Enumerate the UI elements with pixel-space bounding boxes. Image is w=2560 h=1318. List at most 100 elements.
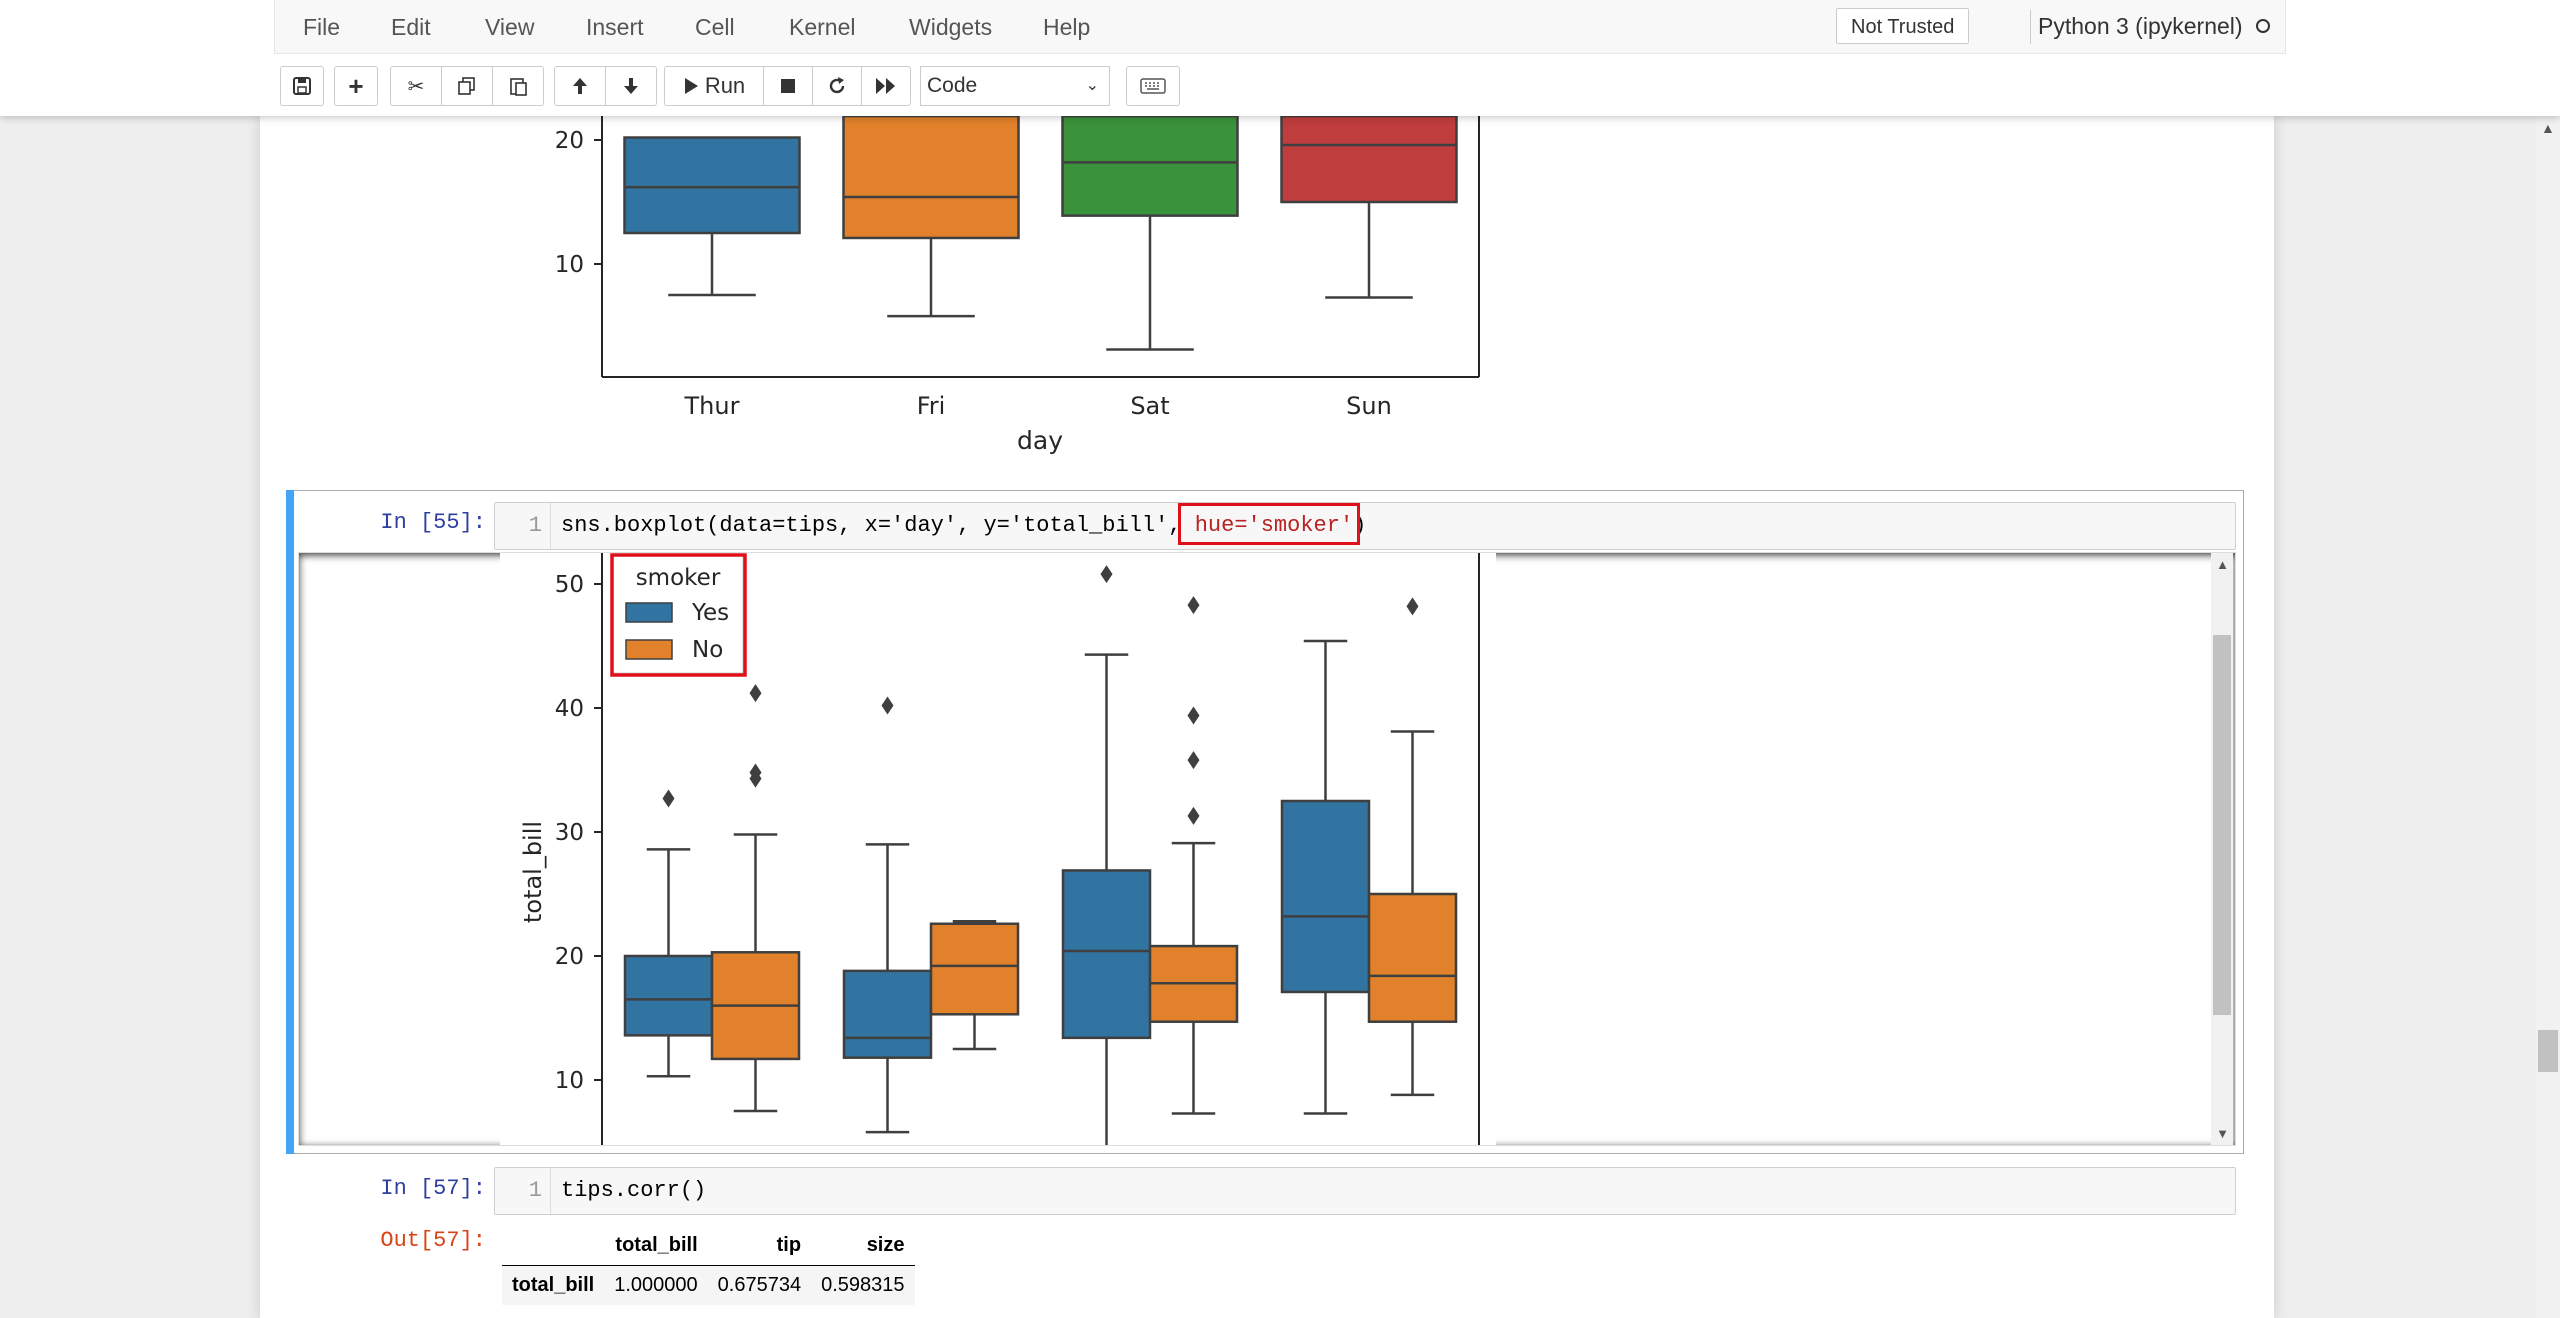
chevron-down-icon: ⌄	[1085, 77, 1099, 94]
x-tick-label: Thur	[684, 392, 740, 420]
paste-button[interactable]	[492, 66, 544, 106]
box-sat-yes	[1061, 565, 1152, 1145]
kernel-idle-indicator	[2256, 19, 2270, 33]
column-header: tip	[707, 1226, 812, 1266]
run-button[interactable]: Run	[664, 66, 764, 106]
outlier-point	[749, 684, 762, 703]
divider	[2030, 10, 2031, 44]
restart-run-all-button[interactable]	[861, 66, 911, 106]
scroll-up-arrow-icon[interactable]: ▲	[2541, 120, 2555, 136]
legend-label-no: No	[692, 637, 723, 663]
table-header-row: total_bill tip size	[502, 1226, 915, 1266]
legend-swatch-yes	[625, 602, 673, 623]
day-boxplot-chart: 20 10 Thur Fri Sat Sun day	[555, 116, 1480, 455]
x-tick-label: Fri	[917, 392, 946, 420]
x-tick-label: Sun	[1346, 392, 1392, 420]
menu-view[interactable]: View	[485, 14, 535, 40]
y-tick-label: 10	[555, 1068, 584, 1094]
y-axis-label: total_bill	[519, 821, 547, 923]
table-cell: 0.675734	[717, 1274, 802, 1296]
page-scrollbar[interactable]	[2536, 116, 2560, 1318]
move-down-button[interactable]	[605, 66, 657, 106]
copy-icon	[458, 77, 475, 95]
menu-kernel[interactable]: Kernel	[789, 14, 856, 40]
legend-label-yes: Yes	[691, 600, 729, 626]
input-prompt: In [57]:	[380, 1176, 486, 1201]
annotation-highlight-box	[1178, 503, 1360, 545]
box-thur	[623, 136, 801, 297]
box-fri-no	[929, 920, 1020, 1051]
legend: smoker Yes No	[612, 555, 744, 674]
plus-icon: +	[348, 70, 364, 101]
table-cell: 1.000000	[614, 1274, 698, 1296]
menu-edit[interactable]: Edit	[391, 14, 431, 40]
x-axis-label: day	[1017, 426, 1063, 455]
interrupt-button[interactable]	[763, 66, 813, 106]
table-cell: 0.598315	[821, 1274, 905, 1296]
cell-type-select[interactable]: Code ⌄	[920, 66, 1110, 106]
move-up-button[interactable]	[554, 66, 606, 106]
menu-help[interactable]: Help	[1043, 14, 1091, 40]
box-sat-no	[1148, 596, 1239, 1115]
box-fri	[842, 116, 1020, 318]
box-iqr	[1280, 799, 1371, 994]
insert-group: +	[334, 66, 378, 106]
menu-bar: File Edit View Insert Cell Kernel Widget…	[274, 0, 2286, 54]
outlier-point	[881, 696, 894, 715]
menu-insert[interactable]: Insert	[586, 14, 644, 40]
keyboard-icon	[1140, 78, 1166, 94]
cut-icon: ✂	[407, 75, 425, 98]
code-editor[interactable]: 1 tips.corr()	[494, 1167, 2236, 1215]
menu-widgets[interactable]: Widgets	[909, 14, 993, 40]
line-number: 1	[495, 503, 551, 549]
y-tick-label: 30	[555, 820, 584, 846]
correlation-table: total_bill tip size total_bill 1.000000 …	[502, 1226, 915, 1305]
code-editor[interactable]: 1 sns.boxplot(data=tips, x='day', y='tot…	[494, 502, 2236, 550]
not-trusted-indicator[interactable]: Not Trusted	[1836, 8, 1970, 44]
save-group	[280, 66, 324, 106]
kernel-name[interactable]: Python 3 (ipykernel)	[2038, 13, 2243, 39]
x-tick-label: Sat	[1130, 392, 1169, 420]
output-scrollbar-thumb[interactable]	[2213, 635, 2231, 1015]
box-sat	[1061, 116, 1239, 351]
scroll-up-arrow-icon[interactable]: ▲	[2216, 557, 2229, 572]
clipboard-group: ✂	[390, 66, 544, 106]
cell-type-value: Code	[927, 74, 978, 97]
arrow-down-icon	[624, 78, 638, 94]
save-button[interactable]	[280, 66, 324, 106]
restart-button[interactable]	[812, 66, 862, 106]
menu-file[interactable]: File	[303, 14, 341, 40]
outlier-point	[749, 763, 762, 782]
box-thur-yes	[623, 789, 714, 1078]
row-header: total_bill	[512, 1274, 595, 1296]
y-tick-label: 10	[555, 252, 584, 278]
input-prompt: In [55]:	[380, 510, 486, 535]
box-iqr	[929, 922, 1020, 1016]
column-header: size	[811, 1226, 915, 1266]
arrow-up-icon	[573, 78, 587, 94]
annotation-legend-highlight	[610, 553, 747, 677]
y-tick-label: 50	[555, 572, 584, 598]
save-icon	[293, 77, 311, 95]
outlier-point	[1187, 596, 1200, 615]
box-fri-yes	[842, 696, 933, 1134]
outlier-point	[662, 789, 675, 808]
page-scrollbar-thumb[interactable]	[2538, 1030, 2558, 1072]
legend-swatch-no	[625, 639, 673, 660]
command-palette-button[interactable]	[1126, 66, 1180, 106]
fast-forward-icon	[876, 78, 895, 94]
insert-cell-button[interactable]: +	[334, 66, 378, 106]
copy-button[interactable]	[441, 66, 493, 106]
run-icon	[684, 78, 698, 94]
box-iqr	[842, 116, 1020, 240]
cell-selection-bar	[286, 490, 294, 1154]
cut-button[interactable]: ✂	[390, 66, 442, 106]
menu-cell[interactable]: Cell	[695, 14, 735, 40]
box-iqr	[1061, 869, 1152, 1040]
output-prompt: Out[57]:	[380, 1228, 486, 1253]
code-hue-arg: hue='smoker'	[1194, 513, 1354, 538]
scroll-down-arrow-icon[interactable]: ▼	[2216, 1126, 2229, 1141]
box-iqr	[1367, 892, 1458, 1023]
stop-icon	[781, 79, 795, 93]
outlier-point	[1187, 806, 1200, 825]
